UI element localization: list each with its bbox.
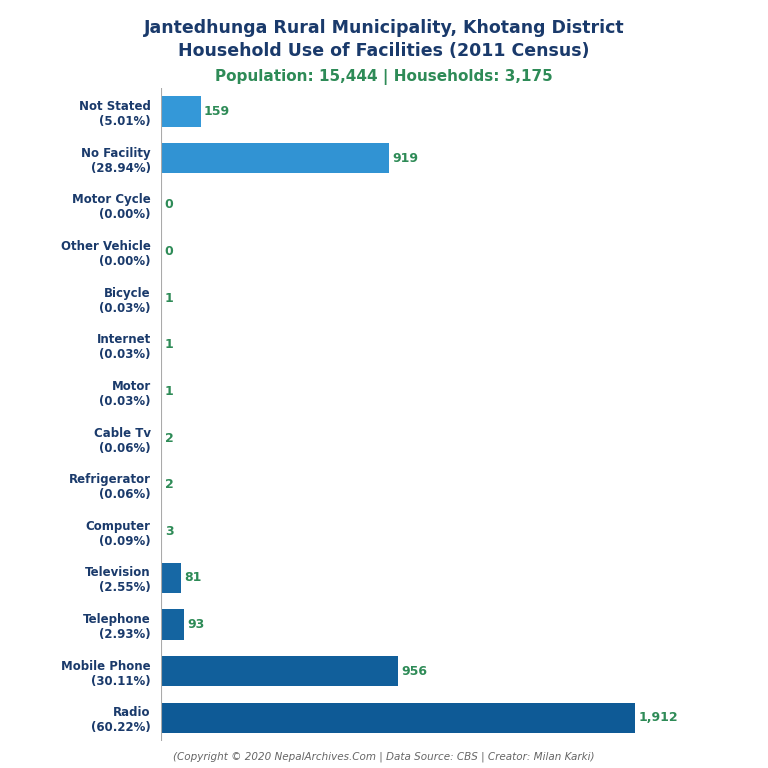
Text: 3: 3 <box>165 525 174 538</box>
Text: Household Use of Facilities (2011 Census): Household Use of Facilities (2011 Census… <box>178 42 590 60</box>
Text: 81: 81 <box>184 571 202 584</box>
Text: 2: 2 <box>165 478 174 492</box>
Bar <box>161 656 399 687</box>
Text: Jantedhunga Rural Municipality, Khotang District: Jantedhunga Rural Municipality, Khotang … <box>144 19 624 37</box>
Bar <box>161 563 181 593</box>
Text: 2: 2 <box>165 432 174 445</box>
Text: 0: 0 <box>164 245 173 258</box>
Text: 956: 956 <box>401 664 427 677</box>
Text: 159: 159 <box>204 105 230 118</box>
Text: 0: 0 <box>164 198 173 211</box>
Text: 919: 919 <box>392 152 418 165</box>
Text: 93: 93 <box>187 618 204 631</box>
Text: Population: 15,444 | Households: 3,175: Population: 15,444 | Households: 3,175 <box>215 69 553 85</box>
Bar <box>161 143 389 174</box>
Text: 1,912: 1,912 <box>638 711 678 724</box>
Text: 1: 1 <box>164 385 174 398</box>
Text: 1: 1 <box>164 338 174 351</box>
Bar <box>161 703 635 733</box>
Text: (Copyright © 2020 NepalArchives.Com | Data Source: CBS | Creator: Milan Karki): (Copyright © 2020 NepalArchives.Com | Da… <box>174 751 594 762</box>
Bar <box>161 97 200 127</box>
Text: 1: 1 <box>164 292 174 305</box>
Bar <box>161 609 184 640</box>
